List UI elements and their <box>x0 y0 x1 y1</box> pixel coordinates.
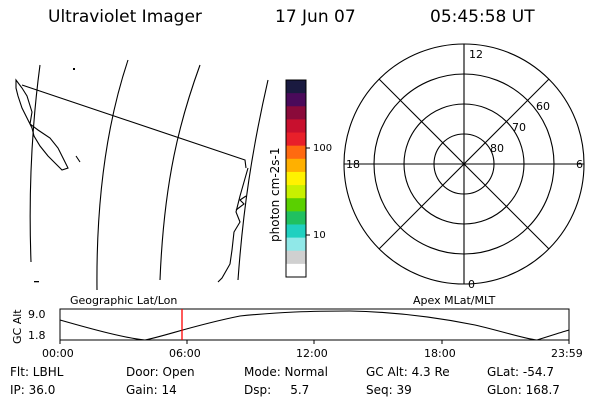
colorbar-band <box>286 237 306 252</box>
colorbar-band <box>286 171 306 186</box>
colorbar-band <box>286 93 306 107</box>
colorbar-tick-label-10: 10 <box>313 230 326 241</box>
colorbar-band <box>286 224 306 239</box>
colorbar-axis-label: photon cm-2s-1 <box>268 148 282 243</box>
map-boundary-line <box>21 84 247 169</box>
altitude-curve <box>59 310 570 341</box>
colorbar-band <box>286 185 306 199</box>
lat-label-60: 60 <box>536 100 550 113</box>
info-door: Door: Open <box>126 365 195 379</box>
lat-label-80: 80 <box>490 142 504 155</box>
date-label: 17 Jun 07 <box>275 7 356 27</box>
colorbar-band <box>286 119 306 134</box>
xtick-label-2359: 23:59 <box>551 347 583 360</box>
timeline-ytick-bottom: 1.8 <box>28 329 46 342</box>
colorbar-band <box>286 145 306 160</box>
info-gc-alt: GC Alt: 4.3 Re <box>366 365 450 379</box>
coastline-east <box>217 167 249 283</box>
geographic-map <box>15 59 269 291</box>
colorbar-band <box>286 106 306 120</box>
timeline-ylabel: GC Alt <box>11 309 24 344</box>
timeline-left-label: Geographic Lat/Lon <box>70 294 177 307</box>
map-meridian-2 <box>96 59 129 291</box>
colorbar-frame <box>285 79 307 278</box>
timeline-right-label: Apex MLat/MLT <box>413 294 496 307</box>
map-meridian-1 <box>29 64 41 263</box>
colorbar-band <box>286 158 306 173</box>
mlt-label-12: 12 <box>469 48 483 61</box>
info-mode: Mode: Normal <box>244 365 328 379</box>
map-dash <box>34 281 39 283</box>
colorbar-band <box>286 80 306 94</box>
timeline-ytick-top: 9.0 <box>28 308 46 321</box>
info-filter: Flt: LBHL <box>10 365 64 379</box>
colorbar-band <box>286 250 306 265</box>
coastline-small <box>75 155 81 163</box>
xtick-label-0600: 06:00 <box>169 347 201 360</box>
info-glon: GLon: 168.7 <box>487 383 560 397</box>
timeline-frame <box>59 308 570 341</box>
mlt-label-6: 6 <box>576 158 583 171</box>
coastline-island <box>15 78 69 171</box>
info-dsp: Dsp: 5.7 <box>244 383 310 397</box>
colorbar-band <box>286 198 306 212</box>
map-meridian-4 <box>237 79 269 281</box>
colorbar-tick-label-100: 100 <box>313 143 332 154</box>
info-seq: Seq: 39 <box>366 383 412 397</box>
colorbar-band <box>286 132 306 147</box>
time-label: 05:45:58 UT <box>430 7 535 27</box>
map-meridian-3 <box>159 64 201 281</box>
mlt-label-0: 0 <box>468 278 475 291</box>
mlt-label-18: 18 <box>346 158 360 171</box>
colorbar <box>286 80 306 278</box>
xtick-label-0000: 00:00 <box>42 347 74 360</box>
polar-plot <box>343 43 585 285</box>
info-ip: IP: 36.0 <box>10 383 56 397</box>
polar-diagonal-2 <box>378 78 550 250</box>
info-gain: Gain: 14 <box>126 383 177 397</box>
xtick-label-1800: 18:00 <box>424 347 456 360</box>
lat-label-70: 70 <box>512 121 526 134</box>
colorbar-band <box>286 211 306 225</box>
map-dot <box>73 68 75 70</box>
app-title: Ultraviolet Imager <box>48 7 202 27</box>
info-glat: GLat: -54.7 <box>487 365 554 379</box>
colorbar-band <box>286 263 306 278</box>
xtick-label-1200: 12:00 <box>296 347 328 360</box>
coastline-inlet <box>235 195 247 211</box>
